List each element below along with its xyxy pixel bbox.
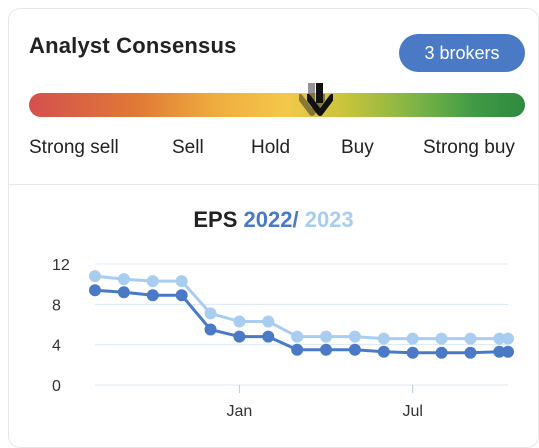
data-point-2022 [89,284,101,297]
section-divider [9,184,538,185]
label-buy: Buy [341,137,374,158]
x-tick-label: Jan [227,403,253,420]
consensus-gauge [29,83,525,119]
data-point-2022 [377,345,390,358]
data-point-2023 [117,273,130,286]
data-point-2023 [291,330,304,343]
y-tick-label: 0 [52,378,61,395]
data-point-2023 [348,330,361,343]
gauge-labels: Strong sell Sell Hold Buy Strong buy [29,137,525,163]
data-point-2022 [406,346,419,359]
data-point-2023 [89,270,101,283]
data-point-2022 [493,345,506,358]
analyst-consensus-card: Analyst Consensus 3 brokers Strong sell … [8,8,539,448]
label-strong-sell: Strong sell [29,137,119,158]
eps-title: EPS 2022/ 2023 [9,207,538,233]
data-point-2023 [262,315,275,328]
x-tick-label: Jul [402,403,422,420]
data-point-2022 [464,346,477,359]
data-point-2022 [175,289,188,302]
data-point-2022 [348,343,361,356]
label-strong-buy: Strong buy [423,137,515,158]
eps-separator: / [292,207,299,232]
eps-year-2023[interactable]: 2023 [304,207,354,232]
gauge-bar [29,93,525,117]
data-point-2023 [233,315,246,328]
label-hold: Hold [251,137,291,158]
data-point-2023 [377,332,390,345]
eps-line-chart: 12 8 4 0 Jan Jul [52,257,514,420]
data-point-2022 [320,343,333,356]
brokers-count-button[interactable]: 3 brokers [399,34,525,72]
label-sell: Sell [172,137,204,158]
data-point-2023 [493,332,506,345]
data-point-2022 [435,346,448,359]
data-point-2022 [146,289,159,302]
data-point-2023 [435,332,448,345]
series-line-2022 [94,288,508,355]
eps-label: EPS [193,207,238,232]
data-point-2023 [204,307,217,320]
card-title: Analyst Consensus [29,33,237,58]
data-point-2023 [320,330,333,343]
series-line-2023 [94,274,508,341]
y-tick-label: 4 [52,338,61,355]
data-point-2022 [233,330,246,343]
eps-year-2022[interactable]: 2022 [243,207,293,232]
data-point-2022 [117,286,130,299]
data-point-2022 [262,330,275,343]
data-point-2023 [175,275,188,288]
y-tick-label: 12 [52,257,70,274]
data-point-2023 [464,332,477,345]
data-point-2022 [291,343,304,356]
data-point-2023 [406,332,419,345]
consensus-arrow-icon [307,83,333,116]
data-point-2023 [502,332,514,345]
y-tick-label: 8 [52,297,61,314]
data-point-2023 [146,275,159,288]
data-point-2022 [502,345,514,358]
data-point-2022 [204,323,217,336]
